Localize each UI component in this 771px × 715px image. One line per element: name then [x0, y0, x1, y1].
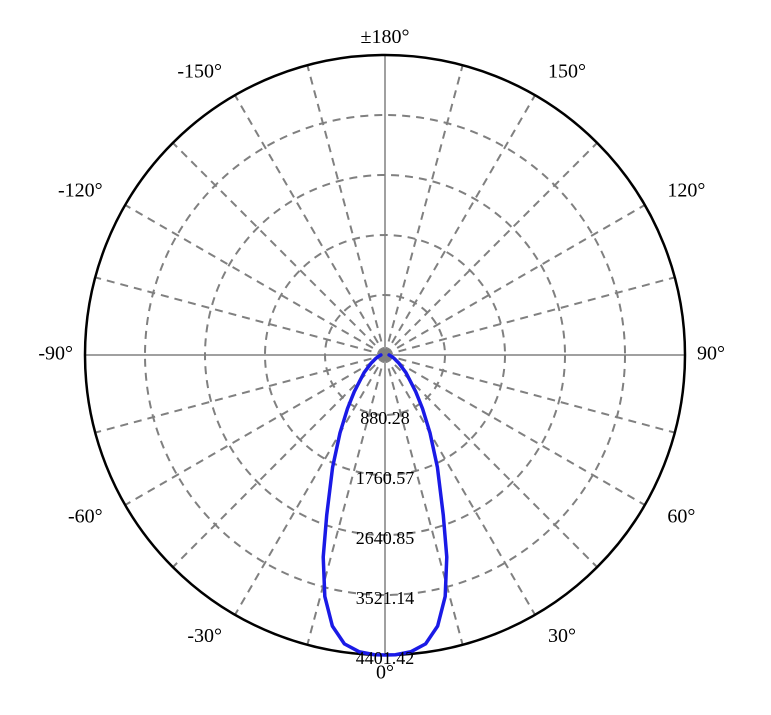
polar-chart: ±180°-150°-120°-90°-60°-30°0°30°60°90°12… [0, 0, 771, 715]
radial-label: 3521.14 [356, 588, 415, 608]
radial-label: 4401.42 [356, 648, 415, 668]
radial-label: 1760.57 [356, 468, 415, 488]
grid [85, 55, 685, 655]
angle-label: -150° [177, 60, 222, 82]
angle-label: -60° [68, 506, 103, 528]
angle-label: -90° [38, 343, 73, 365]
angle-label: 150° [548, 60, 586, 82]
angle-label: ±180° [361, 26, 410, 48]
angle-label: 30° [548, 625, 576, 647]
radial-label: 2640.85 [356, 528, 415, 548]
angle-label: 120° [667, 180, 705, 202]
angle-label: -30° [187, 625, 222, 647]
angle-label: 60° [667, 506, 695, 528]
angle-label: 90° [697, 343, 725, 365]
polar-chart-svg: ±180°-150°-120°-90°-60°-30°0°30°60°90°12… [0, 0, 771, 715]
radial-label: 880.28 [360, 408, 410, 428]
angle-label: -120° [58, 180, 103, 202]
